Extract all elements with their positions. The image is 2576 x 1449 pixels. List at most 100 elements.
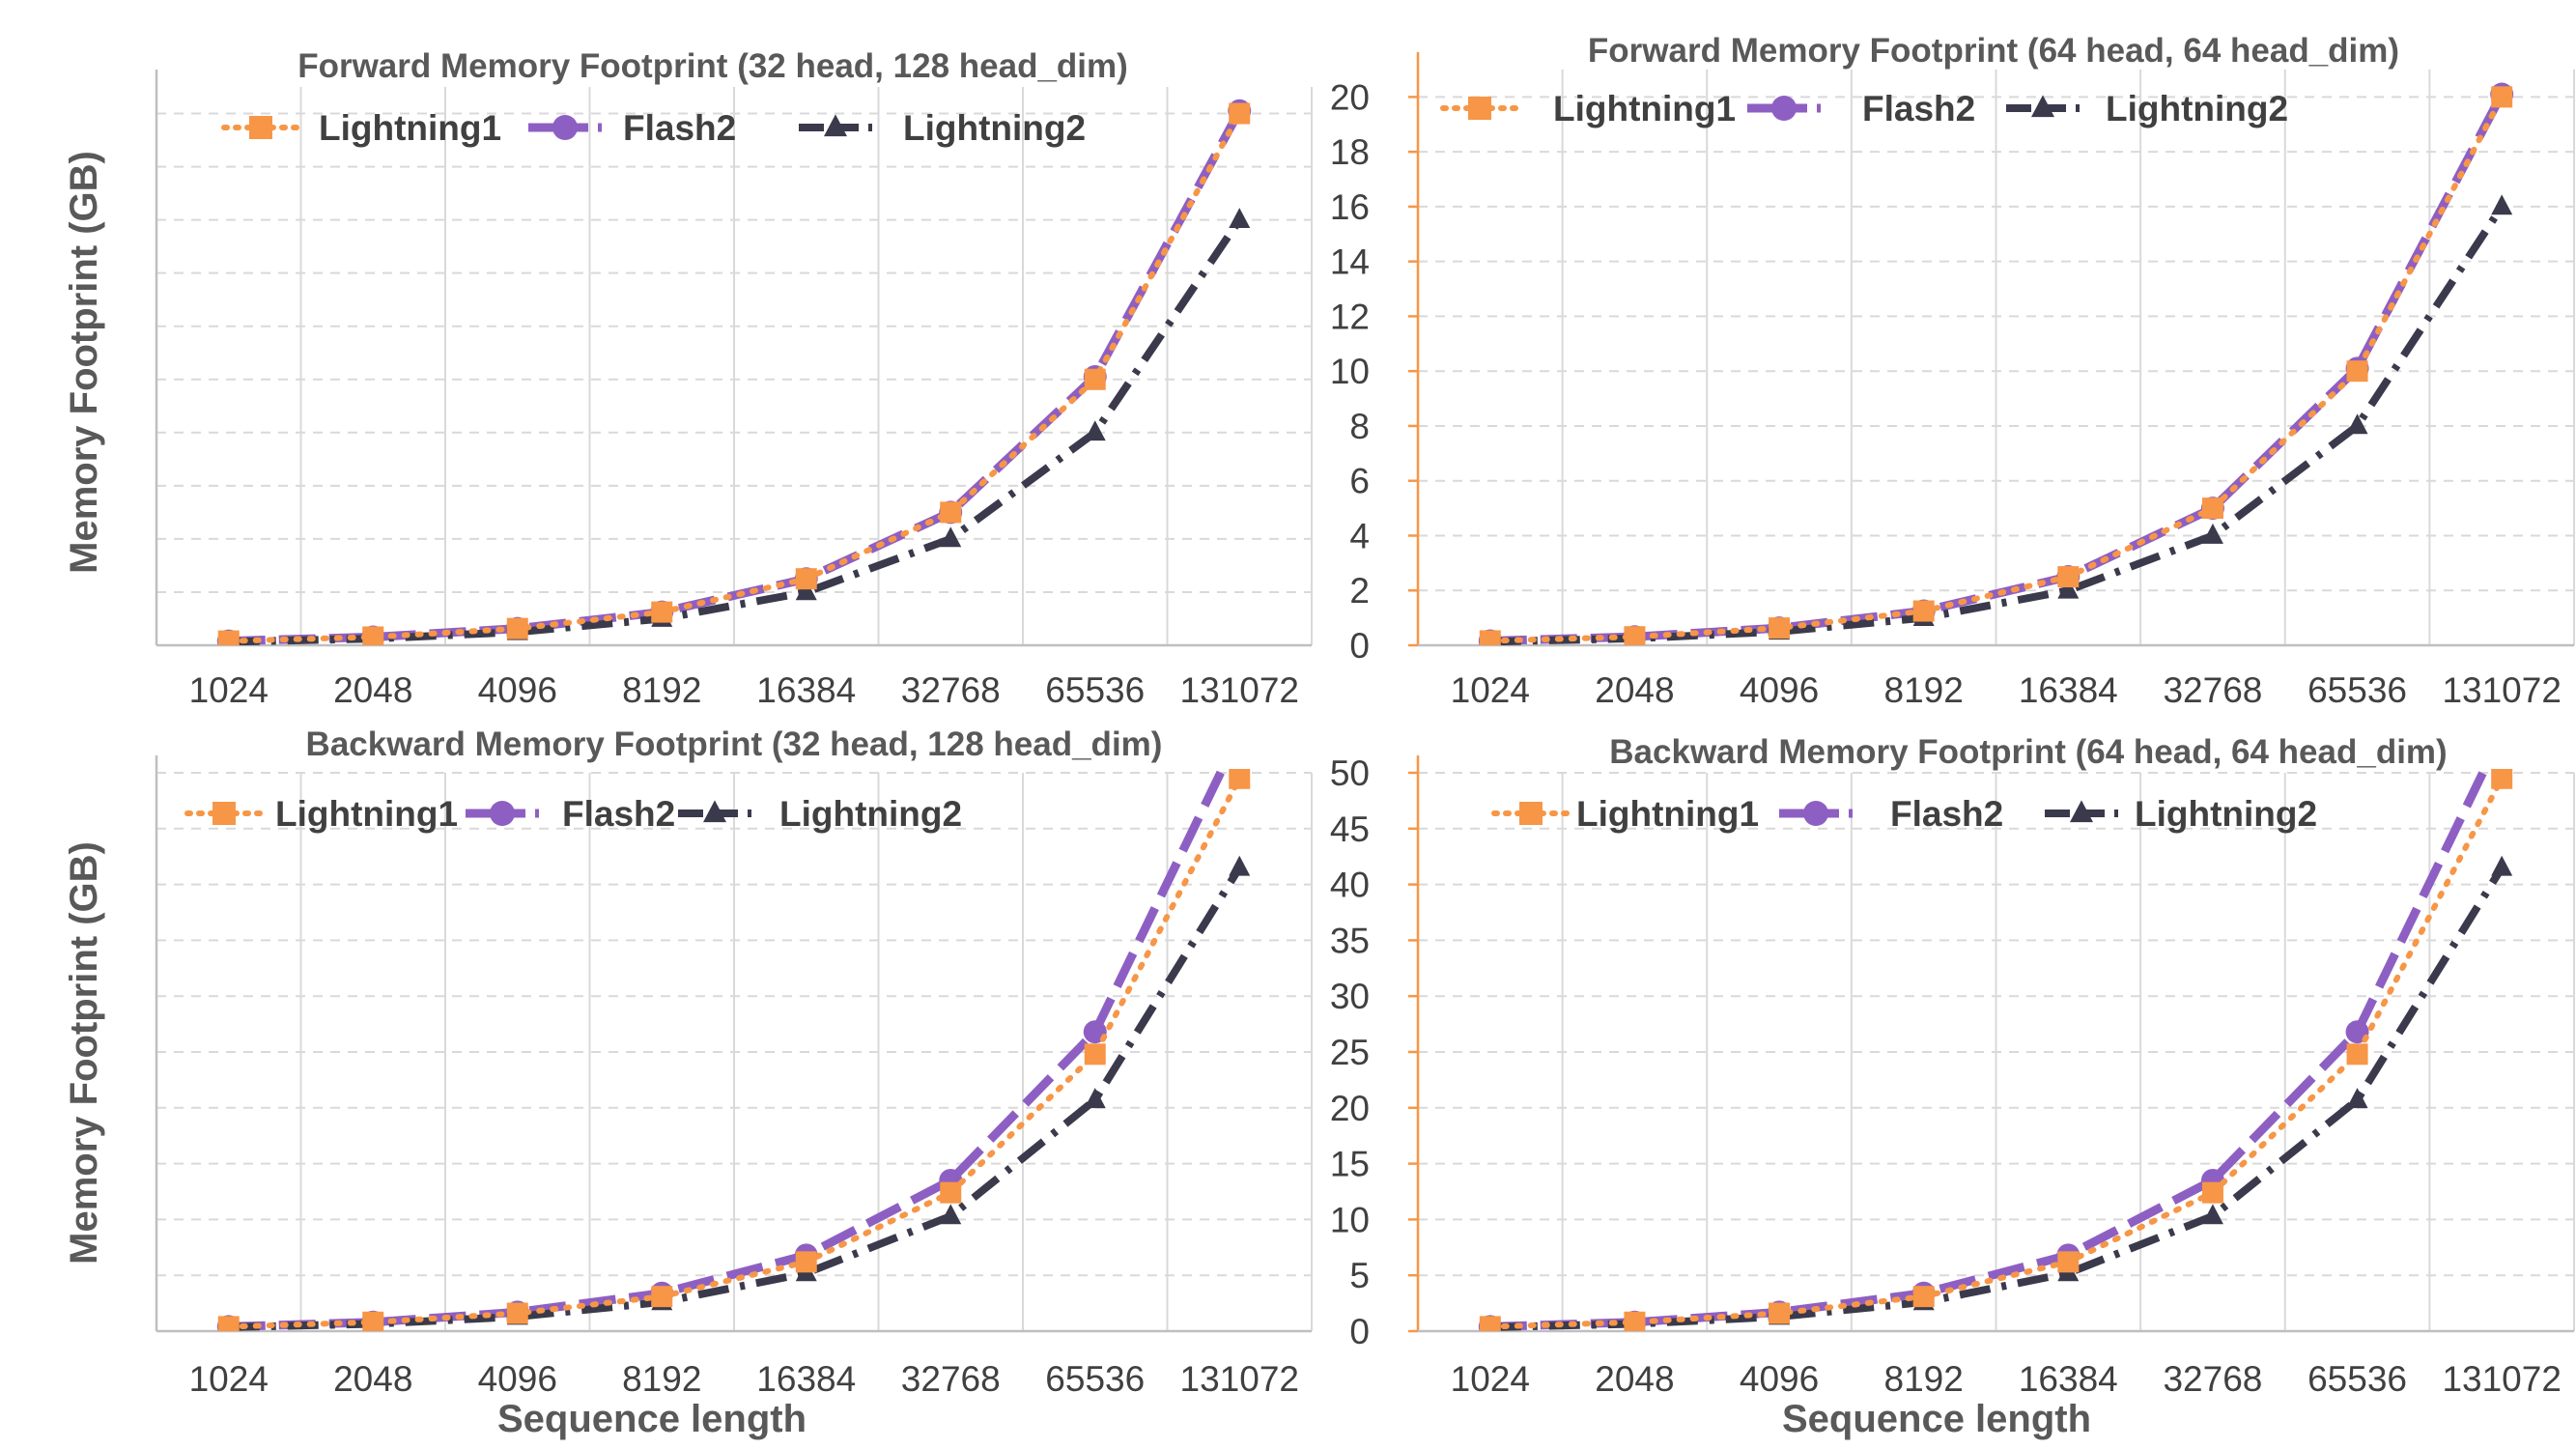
legend-marker — [212, 802, 236, 825]
y-tick-label: 25 — [1330, 1033, 1370, 1072]
legend-label: Lightning1 — [319, 108, 501, 148]
data-point-lightning1 — [1912, 600, 1935, 622]
x-tick-label: 16384 — [756, 670, 856, 710]
data-point-lightning1 — [1769, 617, 1791, 639]
data-point-lightning1 — [1912, 1286, 1935, 1308]
series-line-lightning1 — [1486, 94, 2505, 644]
data-point-lightning2 — [940, 1204, 962, 1225]
legend-label: Lightning2 — [779, 794, 962, 834]
legend-item-flash2: Flash2 — [1779, 794, 2003, 834]
data-point-lightning2 — [2491, 855, 2513, 876]
data-point-lightning2 — [2201, 1204, 2223, 1225]
x-tick-label: 4096 — [1740, 1359, 1819, 1399]
x-tick-label: 1024 — [1451, 670, 1530, 710]
data-point-lightning2 — [940, 526, 962, 548]
data-point-lightning1 — [2491, 769, 2513, 789]
y-tick-label: 50 — [1330, 753, 1370, 793]
y-tick-label: 5 — [1349, 1256, 1370, 1295]
x-tick-label: 1024 — [189, 670, 269, 710]
y-tick-label: 12 — [1330, 297, 1370, 336]
data-point-lightning1 — [217, 630, 240, 645]
legend-item-lightning1: Lightning1 — [221, 108, 501, 148]
chart-panel-2: Forward Memory Footprint (64 head, 64 he… — [1330, 32, 2575, 710]
series-line-lightning2 — [228, 217, 1243, 645]
x-tick-label: 8192 — [622, 1359, 701, 1399]
chart-panel-1: Forward Memory Footprint (32 head, 128 h… — [155, 47, 1313, 710]
legend-marker — [552, 115, 578, 140]
data-point-lightning1 — [362, 1311, 384, 1331]
x-tick-label: 131072 — [2442, 1359, 2561, 1399]
legend-label: Lightning2 — [903, 108, 1086, 148]
data-point-lightning1 — [1084, 368, 1106, 390]
data-point-lightning1 — [362, 626, 384, 645]
data-point-lightning1 — [1479, 630, 1501, 645]
legend-item-lightning2: Lightning2 — [2006, 89, 2288, 128]
data-point-lightning1 — [506, 1302, 528, 1324]
data-point-lightning2 — [2346, 413, 2368, 435]
series-line-lightning2 — [1489, 204, 2505, 645]
data-point-lightning2 — [1084, 420, 1106, 441]
chart-title: Backward Memory Footprint (32 head, 128 … — [306, 725, 1163, 763]
chart-title: Backward Memory Footprint (64 head, 64 h… — [1609, 733, 2447, 771]
x-tick-label: 65536 — [1045, 670, 1145, 710]
x-tick-label: 32768 — [2163, 1359, 2262, 1399]
legend-label: Lightning1 — [275, 794, 458, 834]
data-point-lightning2 — [795, 580, 817, 601]
x-axis-label-right: Sequence length — [1782, 1398, 2091, 1440]
legend-marker — [2070, 800, 2093, 823]
y-tick-label: 2 — [1349, 571, 1370, 611]
data-point-flash2 — [2490, 723, 2513, 746]
legend-label: Flash2 — [1862, 89, 1975, 128]
series-line-lightning1 — [225, 110, 1243, 644]
data-point-lightning1 — [1624, 1311, 1646, 1331]
series-line-flash2 — [1489, 769, 2490, 1331]
x-tick-label: 32768 — [901, 1359, 1001, 1399]
legend-marker — [703, 800, 726, 823]
legend-item-lightning2: Lightning2 — [678, 794, 962, 834]
series-lightning1 — [1479, 86, 2513, 645]
data-point-lightning1 — [795, 1251, 817, 1273]
legend-label: Flash2 — [1890, 794, 2003, 834]
series-lightning1 — [1479, 769, 2513, 1331]
x-tick-label: 131072 — [1180, 670, 1299, 710]
data-point-lightning2 — [1229, 208, 1251, 228]
x-tick-label: 16384 — [2019, 670, 2118, 710]
x-tick-label: 32768 — [901, 670, 1001, 710]
y-axis-label-top: Memory Footprint (GB) — [63, 151, 105, 574]
y-tick-label: 30 — [1330, 977, 1370, 1016]
data-point-lightning2 — [2491, 194, 2513, 215]
data-point-lightning1 — [1229, 102, 1251, 125]
legend-label: Flash2 — [562, 794, 675, 834]
x-tick-label: 65536 — [1045, 1359, 1145, 1399]
legend-marker — [824, 114, 847, 137]
x-tick-label: 131072 — [2442, 670, 2561, 710]
legend-marker — [1771, 96, 1797, 121]
y-tick-label: 10 — [1330, 352, 1370, 391]
series-lightning1 — [217, 769, 1251, 1331]
legend-item-flash2: Flash2 — [466, 794, 675, 834]
data-point-lightning1 — [2491, 86, 2513, 108]
data-point-lightning1 — [940, 1181, 962, 1204]
data-point-lightning1 — [940, 501, 962, 524]
legend-item-flash2: Flash2 — [1747, 89, 1975, 128]
data-point-lightning1 — [1769, 1302, 1791, 1324]
legend-item-lightning1: Lightning1 — [184, 794, 458, 834]
chart-title: Forward Memory Footprint (32 head, 128 h… — [297, 47, 1128, 85]
legend-marker — [249, 116, 272, 139]
legend-item-lightning2: Lightning2 — [799, 108, 1086, 148]
data-point-lightning1 — [651, 1286, 673, 1308]
y-tick-label: 18 — [1330, 132, 1370, 172]
legend-label: Flash2 — [623, 108, 736, 148]
x-tick-label: 8192 — [1884, 670, 1964, 710]
data-point-lightning1 — [1229, 769, 1251, 789]
y-tick-label: 4 — [1349, 516, 1370, 555]
y-tick-label: 14 — [1330, 242, 1370, 282]
legend-marker — [1519, 802, 1543, 825]
x-axis-label-left: Sequence length — [497, 1398, 807, 1440]
data-point-lightning1 — [651, 601, 673, 623]
legend-marker — [1468, 97, 1491, 120]
y-tick-label: 0 — [1349, 626, 1370, 666]
legend-label: Lightning2 — [2106, 89, 2288, 128]
data-point-lightning2 — [2346, 1088, 2368, 1109]
legend-label: Lightning1 — [1576, 794, 1759, 834]
